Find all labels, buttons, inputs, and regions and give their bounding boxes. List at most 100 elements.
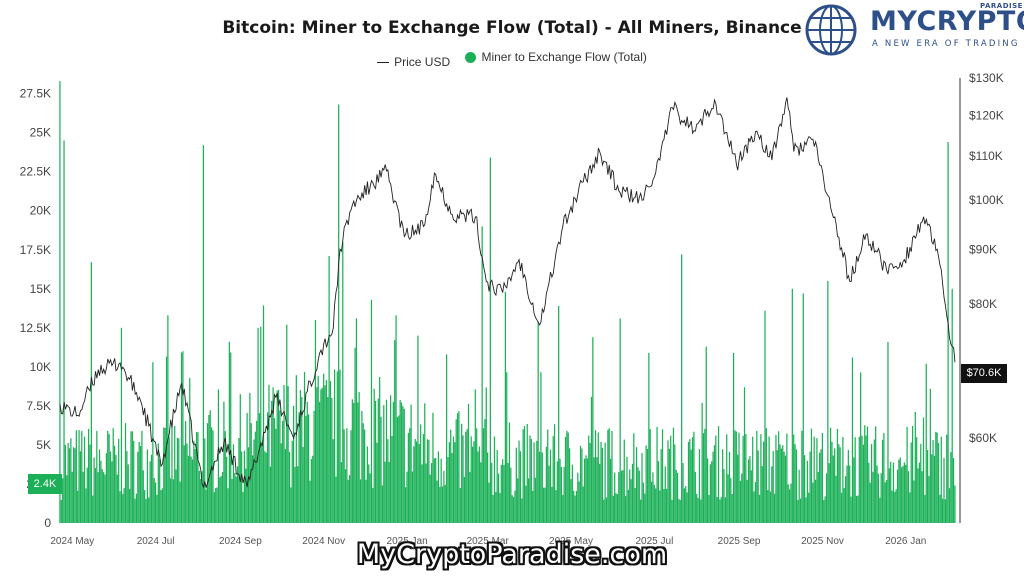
flow-bar <box>355 318 358 523</box>
flow-bar <box>631 463 634 523</box>
flow-bar <box>801 430 803 523</box>
x-tick-label: 2025 Nov <box>801 536 844 547</box>
flow-bar <box>916 437 918 523</box>
flow-bar <box>232 444 235 523</box>
flow-bar <box>888 468 890 523</box>
flow-bar <box>220 476 222 523</box>
flow-bar <box>650 481 653 523</box>
flow-bar <box>247 447 250 523</box>
flow-bar <box>745 433 747 523</box>
flow-bar <box>802 293 804 523</box>
flow-bar <box>793 434 795 523</box>
flow-bar <box>392 401 394 523</box>
flow-bar <box>290 487 292 523</box>
flow-bar <box>112 428 114 523</box>
flow-bar <box>465 431 467 523</box>
flow-bar <box>415 441 418 523</box>
flow-bar <box>466 428 468 523</box>
flow-bar <box>75 430 77 523</box>
flow-bar <box>814 479 817 523</box>
flow-bar <box>936 432 938 523</box>
flow-bar <box>734 430 736 523</box>
flow-bar <box>189 378 191 523</box>
flow-bar <box>846 465 848 523</box>
watermark: MyCryptoParadise.com <box>356 539 668 570</box>
flow-bar <box>667 440 669 523</box>
flow-bar <box>640 499 642 523</box>
flow-bar <box>221 472 224 523</box>
price-line <box>59 97 956 489</box>
flow-bar <box>346 428 348 523</box>
flow-bar <box>742 435 744 523</box>
flow-bar <box>455 419 457 523</box>
flow-bar <box>705 346 707 523</box>
flow-bar <box>701 402 703 523</box>
flow-bar <box>775 434 777 523</box>
flow-bar <box>198 470 200 523</box>
flow-bar <box>883 433 885 523</box>
flow-bar <box>790 483 792 523</box>
flow-bar <box>187 455 189 523</box>
flow-bar <box>93 457 95 523</box>
flow-bar <box>553 424 556 523</box>
flow-bar <box>769 491 772 523</box>
flow-bar <box>265 452 267 523</box>
flow-bar <box>329 381 332 523</box>
flow-bar <box>599 463 601 523</box>
flow-bar <box>249 392 251 523</box>
flow-bar <box>713 445 716 523</box>
axes: 02.5K5K7.5K10K12.5K15K17.5K20K22.5K25K27… <box>20 71 1004 547</box>
flow-bar <box>425 463 427 523</box>
flow-bar <box>533 442 535 523</box>
flow-bar <box>202 145 205 523</box>
flow-bar <box>164 427 166 523</box>
flow-bar <box>869 482 871 523</box>
flow-bar <box>251 455 254 523</box>
flow-bar <box>842 436 844 523</box>
flow-bar <box>530 438 532 523</box>
flow-bar <box>303 372 306 523</box>
flow-bar <box>795 449 798 523</box>
flow-bar <box>325 380 327 523</box>
flow-bar <box>440 458 442 523</box>
flow-bar <box>436 480 438 523</box>
flow-bar <box>333 369 336 523</box>
flow-bar <box>886 480 888 523</box>
flow-bar <box>209 410 211 523</box>
flow-bar <box>627 489 629 523</box>
flow-bar <box>694 471 696 523</box>
flow-bar <box>543 487 545 523</box>
flow-bar <box>794 444 796 523</box>
flow-bar <box>297 466 299 523</box>
flow-bar <box>932 440 934 523</box>
flow-bar <box>336 371 338 523</box>
flow-bar <box>887 341 889 523</box>
flow-bar <box>829 427 832 523</box>
flow-bar <box>394 340 396 523</box>
flow-bar <box>649 429 651 523</box>
flow-bar <box>879 497 881 523</box>
legend-item-flow[interactable]: Miner to Exchange Flow (Total) <box>465 50 647 64</box>
flow-bar <box>771 466 773 523</box>
flow-bar <box>480 462 482 523</box>
flow-bar <box>905 464 907 523</box>
flow-bar <box>839 447 841 523</box>
flow-bar <box>675 469 677 523</box>
flow-bar <box>854 437 856 523</box>
legend-label-flow: Miner to Exchange Flow (Total) <box>481 50 647 64</box>
legend-item-price[interactable]: Price USD <box>377 55 450 69</box>
flow-bar <box>660 449 662 523</box>
flow-bar <box>357 402 359 523</box>
flow-bar <box>369 473 371 523</box>
y-right-tick-label: $100K <box>969 193 1004 207</box>
flow-bar <box>652 472 654 523</box>
flow-bar <box>506 372 508 523</box>
flow-bar <box>339 369 341 523</box>
flow-bar <box>594 430 597 523</box>
flow-bar <box>761 466 763 523</box>
flow-bar <box>243 450 246 523</box>
flow-bar <box>372 487 374 523</box>
flow-bar <box>711 461 713 523</box>
flow-bar <box>797 500 799 523</box>
flow-bar <box>191 459 194 523</box>
